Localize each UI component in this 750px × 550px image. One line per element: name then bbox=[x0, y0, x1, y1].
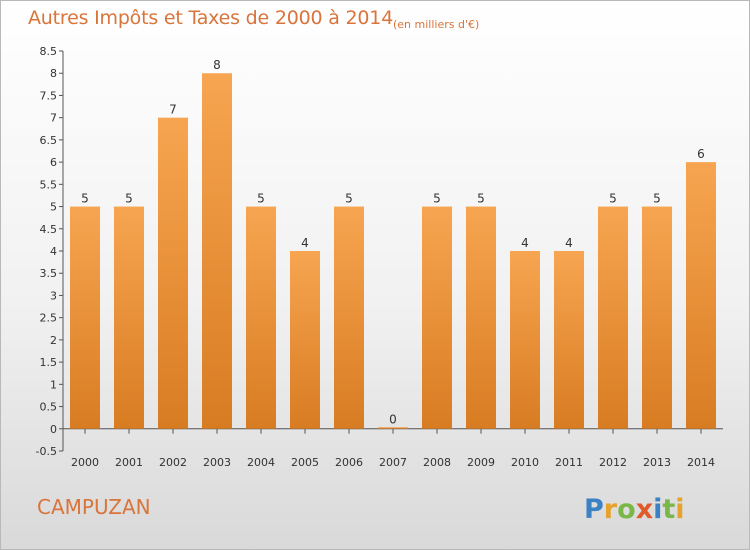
x-tick-label: 2014 bbox=[687, 456, 715, 469]
data-label: 4 bbox=[565, 236, 573, 250]
y-tick-label: 4.5 bbox=[40, 223, 58, 236]
x-tick-label: 2003 bbox=[203, 456, 231, 469]
data-label: 5 bbox=[433, 192, 441, 206]
bar-2005 bbox=[290, 251, 320, 429]
bar-2001 bbox=[114, 206, 144, 429]
x-tick-label: 2012 bbox=[599, 456, 627, 469]
bar-2011 bbox=[554, 251, 584, 429]
bar-2008 bbox=[422, 206, 452, 429]
bar-series bbox=[70, 73, 716, 429]
y-tick-label: 4 bbox=[50, 245, 57, 258]
bar-2006 bbox=[334, 206, 364, 429]
y-tick-label: -0.5 bbox=[36, 445, 57, 458]
y-tick-label: 8.5 bbox=[40, 45, 58, 58]
x-tick-label: 2000 bbox=[71, 456, 99, 469]
bar-2010 bbox=[510, 251, 540, 429]
x-tick-label: 2004 bbox=[247, 456, 275, 469]
x-tick-label: 2013 bbox=[643, 456, 671, 469]
data-label: 8 bbox=[213, 58, 221, 72]
bar-2012 bbox=[598, 206, 628, 429]
data-label: 4 bbox=[301, 236, 309, 250]
y-tick-label: 7 bbox=[50, 112, 57, 125]
y-tick-label: 5 bbox=[50, 201, 57, 214]
chart-title: Autres Impôts et Taxes de 2000 à 2014 bbox=[28, 7, 394, 29]
data-label: 0 bbox=[389, 412, 397, 426]
bar-2007 bbox=[378, 427, 408, 429]
y-tick-label: 2.5 bbox=[40, 312, 58, 325]
bar-2003 bbox=[202, 73, 232, 429]
y-tick-label: 6 bbox=[50, 156, 57, 169]
y-tick-label: 1 bbox=[50, 378, 57, 391]
svg-text:Proxiti: Proxiti bbox=[584, 494, 685, 525]
x-tick-label: 2005 bbox=[291, 456, 319, 469]
data-label: 5 bbox=[477, 192, 485, 206]
data-label: 6 bbox=[697, 147, 705, 161]
data-labels: 5 5 7 8 5 4 5 0 5 5 4 4 5 5 6 bbox=[81, 58, 705, 426]
y-tick-label: 5.5 bbox=[40, 178, 58, 191]
data-label: 5 bbox=[653, 192, 661, 206]
bar-2004 bbox=[246, 206, 276, 429]
y-tick-label: 7.5 bbox=[40, 89, 58, 102]
data-label: 5 bbox=[125, 192, 133, 206]
bar-2009 bbox=[466, 206, 496, 429]
bar-2014 bbox=[686, 162, 716, 429]
x-tick-label: 2006 bbox=[335, 456, 363, 469]
bar-2002 bbox=[158, 117, 188, 429]
data-label: 7 bbox=[169, 103, 177, 117]
y-tick-label: 1.5 bbox=[40, 356, 58, 369]
x-tick-label: 2011 bbox=[555, 456, 583, 469]
data-label: 5 bbox=[345, 192, 353, 206]
x-tick-label: 2010 bbox=[511, 456, 539, 469]
bar-2000 bbox=[70, 206, 100, 429]
bar-2013 bbox=[642, 206, 672, 429]
y-tick-label: 0 bbox=[50, 423, 57, 436]
data-label: 5 bbox=[257, 192, 265, 206]
data-label: 4 bbox=[521, 236, 529, 250]
x-tick-label: 2007 bbox=[379, 456, 407, 469]
y-tick-label: 3 bbox=[50, 289, 57, 302]
data-label: 5 bbox=[81, 192, 89, 206]
x-tick-label: 2008 bbox=[423, 456, 451, 469]
y-tick-label: 2 bbox=[50, 334, 57, 347]
data-label: 5 bbox=[609, 192, 617, 206]
x-tick-label: 2009 bbox=[467, 456, 495, 469]
x-tick-label: 2001 bbox=[115, 456, 143, 469]
chart-subtitle: (en milliers d'€) bbox=[393, 18, 480, 31]
proxiti-logo: Proxiti bbox=[584, 494, 685, 525]
y-tick-label: 6.5 bbox=[40, 134, 58, 147]
y-tick-label: 0.5 bbox=[40, 401, 58, 414]
x-tick-label: 2002 bbox=[159, 456, 187, 469]
y-tick-label: 8 bbox=[50, 67, 57, 80]
commune-name: CAMPUZAN bbox=[37, 495, 151, 519]
y-tick-label: 3.5 bbox=[40, 267, 58, 280]
